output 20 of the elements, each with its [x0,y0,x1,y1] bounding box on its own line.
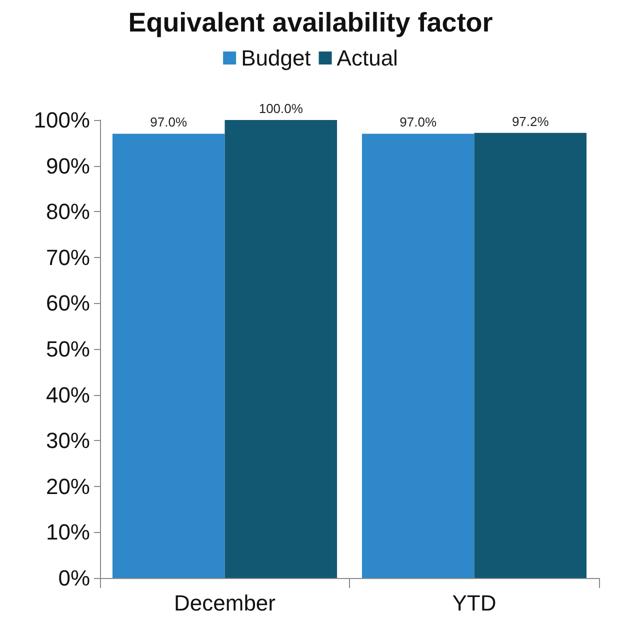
data-label: 97.0% [400,114,437,130]
legend-label: Budget [241,46,311,70]
x-tick-label: YTD [452,590,496,616]
y-tick-label: 80% [46,199,90,224]
x-tick-label: December [174,590,276,616]
y-tick-label: 20% [46,474,90,499]
y-tick-label: 100% [34,108,90,132]
data-label: 97.0% [150,114,188,130]
y-tick-label: 90% [46,153,90,178]
data-label: 100.0% [258,101,304,116]
data-label: 97.2% [512,114,550,129]
legend-label: Actual [336,46,398,70]
y-tick-label: 10% [46,520,90,545]
chart-title: Equivalent availability factor [128,8,494,38]
y-tick-label: 50% [46,336,90,362]
y-tick-label: 70% [46,244,90,270]
y-tick-label: 60% [46,290,90,316]
y-tick-label: 40% [46,382,90,408]
y-tick-label: 0% [58,566,90,590]
y-tick-label: 30% [46,428,90,454]
